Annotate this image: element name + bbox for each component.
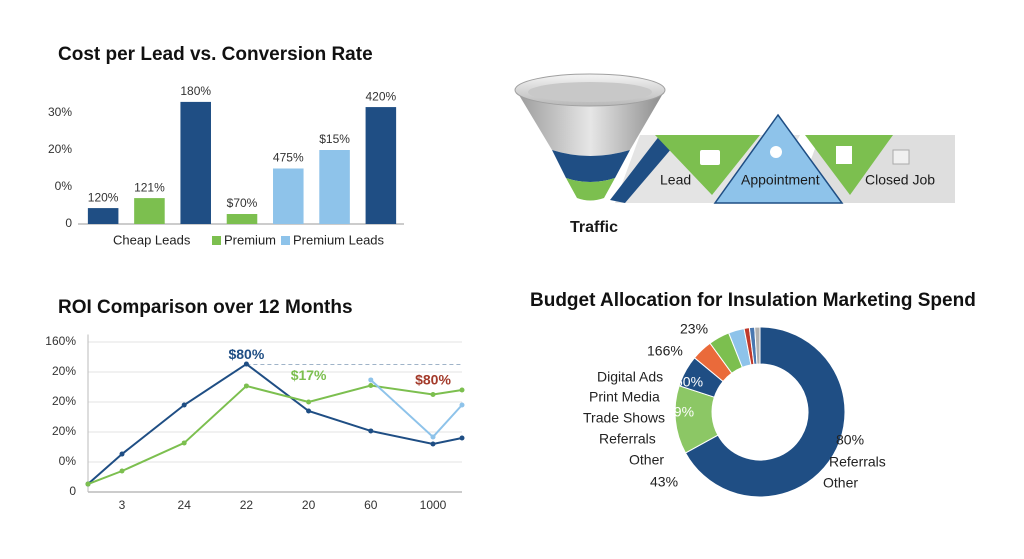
icon [892,149,910,165]
pie-label: 60% [675,374,703,390]
legend-label: Cheap Leads [113,232,191,247]
chart-title: ROI Comparison over 12 Months [58,297,353,318]
line-series [370,379,463,439]
point [430,441,436,447]
icon [770,146,782,158]
x-tick-label: 1000 [420,498,447,512]
y-tick-label: 0 [65,216,72,230]
funnel-top [516,90,665,156]
pie-label: Trade Shows [583,410,665,426]
y-tick-label: 0% [59,454,77,468]
pie-label: Other [629,452,664,468]
pie-label: 23% [680,321,708,337]
y-tick-label: 30% [48,105,72,119]
y-tick-label: 20% [52,424,76,438]
line-series [87,384,463,485]
pie-label: 43% [650,474,678,490]
bar [87,208,119,224]
pie-label: 80% [836,432,864,448]
point [85,481,91,487]
stage-label: Lead [660,172,691,188]
point [243,383,249,389]
data-label: 420% [366,89,397,103]
y-tick-label: 0% [55,179,73,193]
point [243,361,249,367]
annotation: $80% [415,372,451,388]
icon [700,150,720,165]
arrow [610,135,672,203]
funnel-band [552,150,630,182]
pie-label: Digital Ads [597,369,663,385]
stage-label: Traffic [570,219,618,236]
x-tick-label: 22 [240,498,254,512]
bar [226,214,258,224]
stage-shape [713,113,844,204]
pie-label: Referrals [599,431,656,447]
pie-label: Referrals [829,454,886,470]
point [368,428,374,434]
y-tick-label: 20% [52,364,76,378]
data-label: $70% [227,196,258,210]
data-label: 121% [134,180,165,194]
point [368,377,374,383]
pie-slice [684,326,846,498]
bar [134,198,165,224]
bar [365,107,397,224]
chart-title: Budget Allocation for Insulation Marketi… [530,290,976,311]
point [459,435,465,441]
y-tick-label: 20% [52,394,76,408]
y-tick-label: 0 [69,484,76,498]
legend-swatch [281,236,290,245]
legend-swatch [212,236,221,245]
line-series [87,362,463,485]
point [119,451,125,457]
x-tick-label: 20 [302,498,316,512]
annotation: $80% [228,346,264,362]
chart-title: Cost per Lead vs. Conversion Rate [58,44,373,65]
funnel-mouth [528,82,652,102]
data-label: $15% [319,132,350,146]
pie-label: Other [823,475,858,491]
stage-shape [805,135,893,195]
funnel-diagram: Traffic Lead Appointment Closed Job [514,73,955,236]
legend-label: Premium Leads [293,232,385,247]
stage-label: Appointment [741,172,820,188]
x-tick-label: 24 [178,498,192,512]
pie-label: 39% [666,404,694,420]
point [459,402,465,408]
data-label: 475% [273,151,304,165]
data-label: 180% [180,84,211,98]
x-tick-label: 60 [364,498,378,512]
pie-label: 166% [647,343,683,359]
point [181,402,187,408]
data-label: 120% [88,190,119,204]
funnel-band [566,178,615,201]
bar [319,150,350,224]
point [459,387,465,393]
point [119,468,125,474]
annotation: $17% [291,367,327,383]
stage-label: Closed Job [865,172,935,188]
point [306,408,312,414]
pie-label: Print Media [589,389,660,405]
x-tick-label: 3 [119,498,126,512]
pie-slice [754,326,761,365]
y-tick-label: 20% [48,142,72,156]
icon [836,146,852,164]
point [430,392,436,397]
y-tick-label: 160% [45,334,76,348]
point [368,383,374,388]
bar [273,168,304,224]
point [181,440,187,446]
point [430,434,436,440]
bar [180,101,211,224]
legend-label: Premium [224,232,276,247]
point [306,399,312,405]
